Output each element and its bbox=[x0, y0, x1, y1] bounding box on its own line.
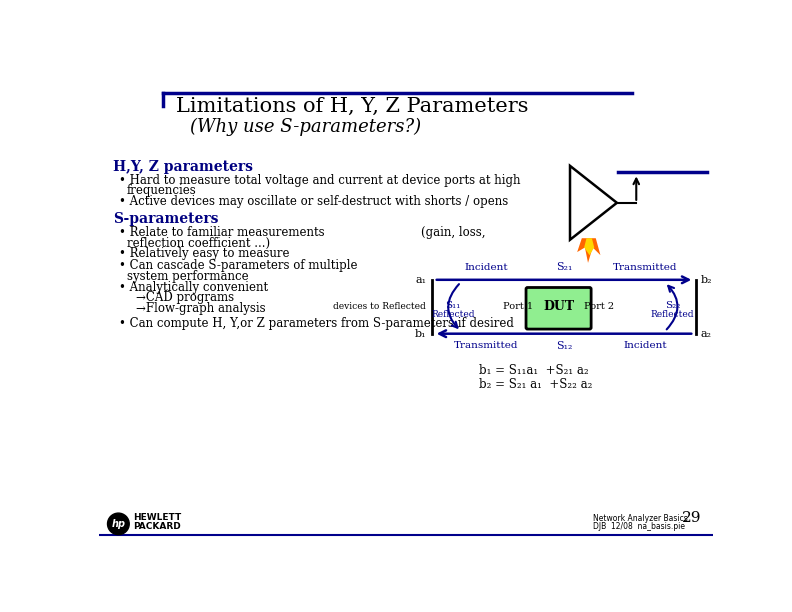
Text: Reflected: Reflected bbox=[432, 310, 475, 319]
Text: →Flow-graph analysis: →Flow-graph analysis bbox=[136, 302, 266, 315]
Text: Port 1: Port 1 bbox=[503, 302, 533, 312]
Text: →CAD programs: →CAD programs bbox=[136, 291, 234, 304]
Text: Port 2: Port 2 bbox=[584, 302, 614, 312]
Text: 29: 29 bbox=[682, 511, 702, 525]
Text: S₂₁: S₂₁ bbox=[556, 262, 572, 272]
Text: PACKARD: PACKARD bbox=[133, 523, 181, 531]
Text: b₁ = S₁₁a₁  +S₂₁ a₂: b₁ = S₁₁a₁ +S₂₁ a₂ bbox=[478, 365, 588, 378]
Text: b₁: b₁ bbox=[414, 329, 426, 338]
Text: Transmitted: Transmitted bbox=[455, 341, 519, 351]
Text: b₂ = S₂₁ a₁  +S₂₂ a₂: b₂ = S₂₁ a₁ +S₂₂ a₂ bbox=[478, 378, 592, 390]
Polygon shape bbox=[577, 238, 600, 263]
FancyBboxPatch shape bbox=[526, 288, 591, 329]
Circle shape bbox=[108, 513, 129, 535]
Text: S₂₂: S₂₂ bbox=[664, 300, 680, 310]
Text: Reflected: Reflected bbox=[651, 310, 695, 319]
Text: a₁: a₁ bbox=[415, 275, 426, 285]
Polygon shape bbox=[584, 238, 594, 255]
Text: b₂: b₂ bbox=[700, 275, 712, 285]
Text: • Hard to measure total voltage and current at device ports at high: • Hard to measure total voltage and curr… bbox=[119, 174, 520, 187]
Text: • Analytically convenient: • Analytically convenient bbox=[119, 280, 268, 294]
Text: • Can compute H, Y,or Z parameters from S-parameters if desired: • Can compute H, Y,or Z parameters from … bbox=[119, 317, 514, 330]
Text: (Why use S-parameters?): (Why use S-parameters?) bbox=[190, 118, 421, 136]
Text: Network Analyzer Basics: Network Analyzer Basics bbox=[593, 514, 688, 523]
Text: H,Y, Z parameters: H,Y, Z parameters bbox=[113, 160, 253, 174]
Text: • Can cascade S-parameters of multiple: • Can cascade S-parameters of multiple bbox=[119, 259, 358, 272]
Text: • Relate to familiar measurements: • Relate to familiar measurements bbox=[119, 226, 325, 239]
Text: frequencies: frequencies bbox=[127, 184, 196, 196]
Text: S₁₁: S₁₁ bbox=[445, 300, 461, 310]
Text: DUT: DUT bbox=[543, 300, 574, 313]
Text: Incident: Incident bbox=[623, 341, 667, 351]
Text: • Relatively easy to measure: • Relatively easy to measure bbox=[119, 247, 290, 261]
Text: Incident: Incident bbox=[465, 263, 508, 272]
Text: HEWLETT: HEWLETT bbox=[133, 513, 181, 522]
Text: S₁₂: S₁₂ bbox=[556, 341, 572, 351]
Text: S-parameters: S-parameters bbox=[113, 212, 219, 226]
Text: hp: hp bbox=[112, 519, 125, 529]
Text: reflection coefficient ...): reflection coefficient ...) bbox=[127, 237, 270, 250]
Text: Transmitted: Transmitted bbox=[613, 263, 678, 272]
Text: • Active devices may oscillate or self-destruct with shorts / opens: • Active devices may oscillate or self-d… bbox=[119, 195, 508, 208]
Text: (gain, loss,: (gain, loss, bbox=[421, 226, 485, 239]
Text: Limitations of H, Y, Z Parameters: Limitations of H, Y, Z Parameters bbox=[177, 97, 529, 116]
Text: system performance: system performance bbox=[127, 270, 249, 283]
Text: DJB  12/08  na_basis.pie: DJB 12/08 na_basis.pie bbox=[593, 521, 685, 531]
Text: a₂: a₂ bbox=[700, 329, 711, 338]
Text: devices to Reflected: devices to Reflected bbox=[333, 302, 426, 312]
